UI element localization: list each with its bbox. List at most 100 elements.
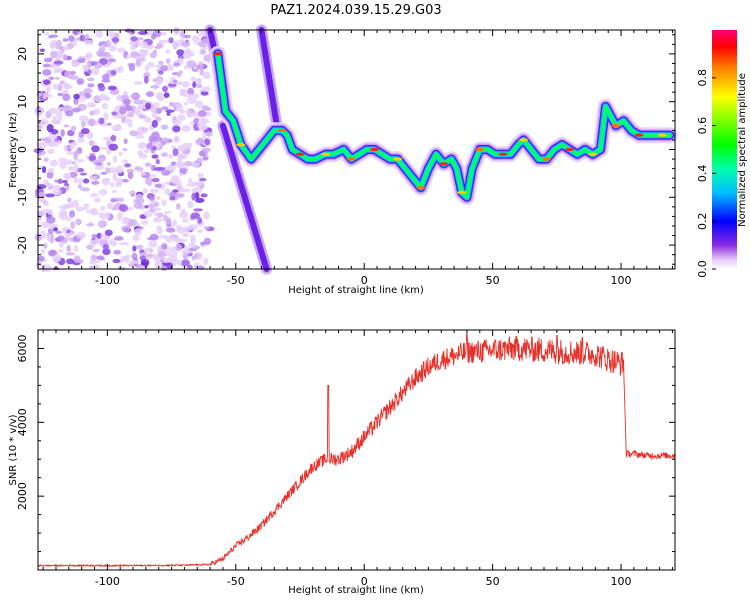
noise-blob xyxy=(47,148,55,154)
noise-blob xyxy=(153,167,163,171)
noise-blob xyxy=(93,95,103,103)
noise-blob xyxy=(99,57,108,66)
ridge-peak xyxy=(277,128,287,132)
ridge-peak xyxy=(213,52,223,56)
noise-blob xyxy=(183,246,189,254)
ridge-peak xyxy=(588,152,598,156)
noise-blob xyxy=(46,171,54,179)
noise-blob xyxy=(183,101,189,106)
noise-blob xyxy=(144,177,153,186)
noise-blob xyxy=(154,64,163,68)
noise-blob xyxy=(42,63,51,68)
noise-blob xyxy=(145,162,152,167)
noise-blob xyxy=(88,140,95,146)
noise-blob xyxy=(67,159,72,163)
noise-blob xyxy=(69,145,76,149)
noise-blob xyxy=(169,195,176,201)
noise-blob xyxy=(50,39,58,48)
noise-blob xyxy=(87,83,95,88)
noise-blob xyxy=(187,142,192,150)
noise-blob xyxy=(89,110,95,116)
noise-blob xyxy=(148,239,158,248)
noise-blob xyxy=(190,76,197,82)
noise-blob xyxy=(113,249,122,255)
noise-blob xyxy=(138,153,148,159)
noise-blob xyxy=(152,145,157,151)
noise-blob xyxy=(103,51,111,58)
noise-blob xyxy=(128,190,135,196)
noise-blob xyxy=(165,217,171,225)
noise-blob xyxy=(98,212,104,219)
noise-blob xyxy=(149,107,157,113)
noise-blob xyxy=(144,205,149,209)
noise-blob xyxy=(53,60,64,65)
noise-blob xyxy=(45,94,53,98)
noise-blob xyxy=(122,159,129,164)
noise-blob xyxy=(39,137,50,142)
noise-blob xyxy=(177,238,187,243)
noise-blob xyxy=(103,112,109,121)
x-tick-label: 50 xyxy=(486,575,500,588)
noise-blob xyxy=(46,182,52,189)
noise-blob xyxy=(86,77,95,82)
noise-blob xyxy=(161,106,169,110)
noise-blob xyxy=(47,167,55,173)
noise-blob xyxy=(63,183,70,187)
noise-blob xyxy=(77,137,85,143)
noise-blob xyxy=(133,81,144,85)
noise-blob xyxy=(142,187,148,194)
noise-blob xyxy=(96,49,105,57)
noise-blob xyxy=(127,111,134,118)
noise-blob xyxy=(125,54,133,59)
noise-blob xyxy=(86,131,94,140)
noise-blob xyxy=(176,158,183,167)
noise-blob xyxy=(129,259,140,265)
spectrogram-x-ticks: -100 -50 0 50 100 xyxy=(42,30,673,287)
noise-blob xyxy=(152,29,162,38)
noise-blob xyxy=(181,188,191,193)
noise-blob xyxy=(175,193,185,198)
noise-blob xyxy=(176,57,184,64)
y-tick-label: 6000 xyxy=(16,334,29,362)
x-tick-label: -100 xyxy=(95,575,120,588)
snr-frame xyxy=(37,329,676,571)
noise-blob xyxy=(178,153,188,160)
noise-blob xyxy=(198,62,204,70)
noise-blob xyxy=(196,229,204,234)
noise-blob xyxy=(112,189,118,194)
y-tick-label: 10 xyxy=(16,95,29,109)
noise-blob xyxy=(61,180,68,184)
noise-blob xyxy=(134,107,142,116)
noise-blob xyxy=(73,93,80,100)
noise-blob xyxy=(119,107,127,115)
noise-blob xyxy=(158,60,164,66)
noise-blob xyxy=(152,254,160,260)
noise-blob xyxy=(151,154,159,159)
noise-blob xyxy=(48,226,54,230)
noise-blob xyxy=(95,30,103,38)
noise-blob xyxy=(161,243,168,250)
noise-blob xyxy=(128,219,138,226)
noise-blob xyxy=(194,181,203,187)
ridge-peak xyxy=(416,186,426,190)
ridge-peak xyxy=(475,147,485,152)
noise-blob xyxy=(156,196,161,200)
noise-blob xyxy=(123,138,128,145)
noise-blob xyxy=(176,49,185,56)
noise-blob xyxy=(62,53,68,61)
noise-blob xyxy=(161,199,167,207)
ridge-peak xyxy=(295,152,305,156)
noise-blob xyxy=(84,39,90,46)
noise-blob xyxy=(175,243,183,252)
ridge-peak xyxy=(542,157,552,161)
ridge-peak xyxy=(439,162,449,166)
noise-blob xyxy=(192,93,200,99)
noise-blob xyxy=(75,206,85,212)
noise-blob xyxy=(144,247,153,252)
noise-blob xyxy=(91,264,100,270)
noise-blob xyxy=(161,170,171,176)
noise-blob xyxy=(163,210,172,215)
noise-blob xyxy=(129,94,139,98)
noise-blob xyxy=(155,140,162,149)
noise-blob xyxy=(86,223,94,227)
